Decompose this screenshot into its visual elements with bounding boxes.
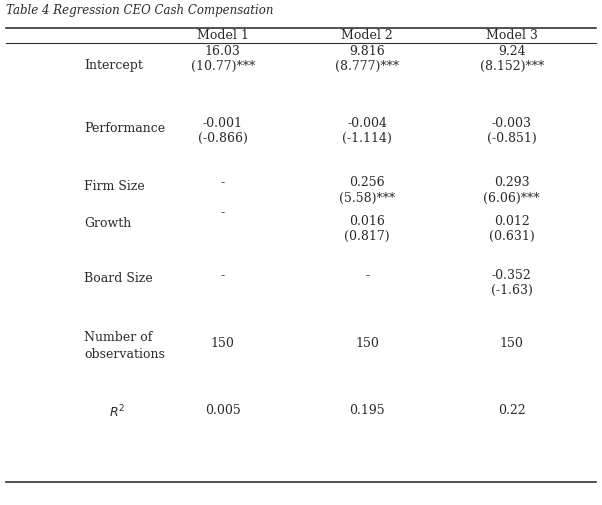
Text: -0.003: -0.003 — [492, 117, 532, 130]
Text: $R^2$: $R^2$ — [110, 403, 125, 420]
Text: (8.152)***: (8.152)*** — [480, 60, 544, 73]
Text: 0.195: 0.195 — [349, 403, 385, 417]
Text: 0.256: 0.256 — [349, 176, 385, 189]
Text: 150: 150 — [500, 337, 524, 350]
Text: Intercept: Intercept — [84, 59, 143, 72]
Text: (8.777)***: (8.777)*** — [335, 60, 399, 73]
Text: -0.352: -0.352 — [492, 269, 532, 282]
Text: (-1.63): (-1.63) — [491, 284, 533, 297]
Text: (5.58)***: (5.58)*** — [339, 191, 396, 205]
Text: -: - — [221, 176, 225, 189]
Text: (-0.866): (-0.866) — [198, 132, 247, 145]
Text: 0.005: 0.005 — [205, 403, 241, 417]
Text: 16.03: 16.03 — [205, 45, 241, 58]
Text: (0.817): (0.817) — [344, 230, 390, 243]
Text: -0.004: -0.004 — [347, 117, 387, 130]
Text: 150: 150 — [355, 337, 379, 350]
Text: 0.293: 0.293 — [494, 176, 530, 189]
Text: Model 1: Model 1 — [197, 29, 249, 42]
Text: -: - — [221, 207, 225, 220]
Text: Table 4 Regression CEO Cash Compensation: Table 4 Regression CEO Cash Compensation — [6, 4, 273, 17]
Text: Performance: Performance — [84, 122, 166, 135]
Text: -: - — [221, 269, 225, 282]
Text: (6.06)***: (6.06)*** — [483, 191, 540, 205]
Text: (-1.114): (-1.114) — [343, 132, 392, 145]
Text: (-0.851): (-0.851) — [487, 132, 536, 145]
Text: 0.012: 0.012 — [494, 215, 530, 228]
Text: 150: 150 — [211, 337, 235, 350]
Text: 9.816: 9.816 — [349, 45, 385, 58]
Text: Board Size: Board Size — [84, 272, 153, 285]
Text: Firm Size: Firm Size — [84, 180, 145, 193]
Text: (10.77)***: (10.77)*** — [191, 60, 255, 73]
Text: 0.016: 0.016 — [349, 215, 385, 228]
Text: Growth: Growth — [84, 217, 131, 230]
Text: -: - — [365, 269, 369, 282]
Text: Model 2: Model 2 — [341, 29, 393, 42]
Text: 0.22: 0.22 — [498, 403, 526, 417]
Text: -0.001: -0.001 — [203, 117, 243, 130]
Text: (0.631): (0.631) — [489, 230, 535, 243]
Text: Model 3: Model 3 — [486, 29, 538, 42]
Text: 9.24: 9.24 — [498, 45, 526, 58]
Text: Number of
observations: Number of observations — [84, 331, 165, 361]
